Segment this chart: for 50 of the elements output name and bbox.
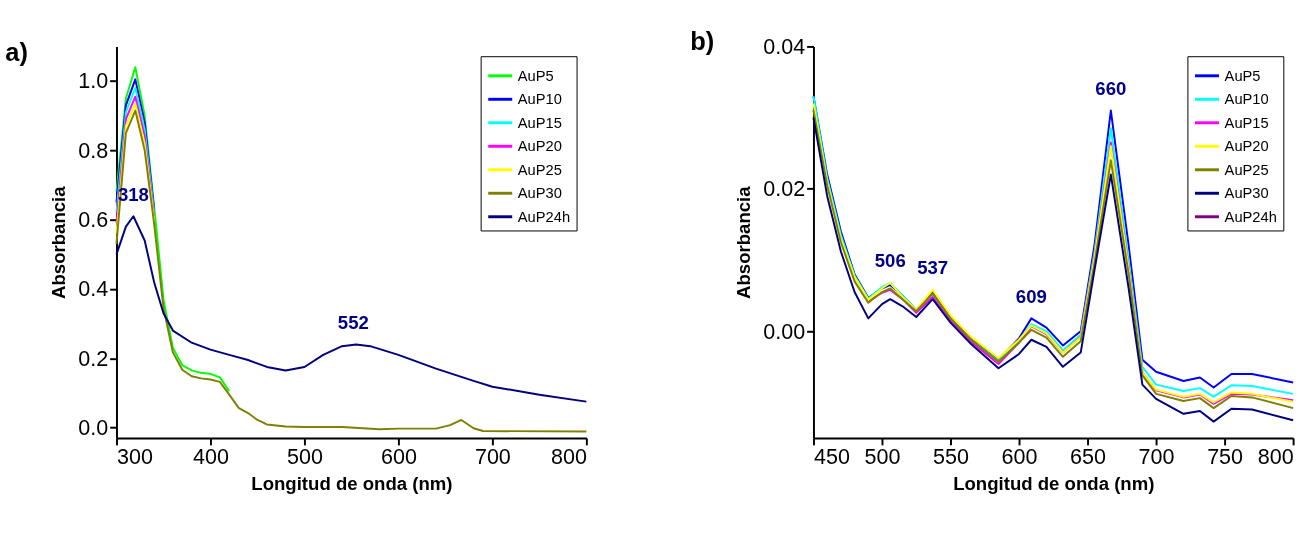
y-tick-label: 1.0 bbox=[78, 69, 109, 94]
x-tick-label: 800 bbox=[550, 444, 587, 469]
x-tick-label: 700 bbox=[474, 444, 511, 469]
x-tick-label: 650 bbox=[1070, 444, 1107, 469]
legend-label: AuP5 bbox=[1224, 67, 1261, 84]
y-axis-title: Absorbancia bbox=[47, 185, 69, 299]
annotation: 506 bbox=[874, 250, 906, 272]
y-axis-title: Absorbancia bbox=[732, 185, 754, 299]
x-axis-title: Longitud de onda (nm) bbox=[251, 473, 453, 495]
y-tick-label: 0.8 bbox=[78, 138, 109, 163]
x-tick-label: 600 bbox=[380, 444, 417, 469]
annotation: 660 bbox=[1095, 77, 1127, 99]
legend-label: AuP15 bbox=[1224, 114, 1269, 131]
annotation: 609 bbox=[1015, 285, 1047, 307]
annotation: 537 bbox=[917, 257, 949, 279]
y-tick-label: 0.00 bbox=[763, 319, 806, 344]
x-tick-label: 500 bbox=[286, 444, 323, 469]
x-tick-label: 800 bbox=[1257, 444, 1294, 469]
legend-label: AuP24h bbox=[517, 208, 571, 225]
x-tick-label: 500 bbox=[864, 444, 901, 469]
x-axis-title: Longitud de onda (nm) bbox=[953, 473, 1155, 495]
y-tick-label: 0.02 bbox=[763, 177, 806, 202]
y-tick-label: 0.0 bbox=[78, 415, 109, 440]
y-tick-label: 0.6 bbox=[78, 208, 109, 233]
y-tick-label: 0.04 bbox=[763, 34, 806, 59]
y-tick-label: 0.4 bbox=[78, 277, 109, 302]
x-tick-label: 750 bbox=[1207, 444, 1244, 469]
legend-label: AuP25 bbox=[517, 161, 562, 178]
x-tick-label: 300 bbox=[116, 444, 153, 469]
legend-label: AuP10 bbox=[517, 91, 562, 108]
annotation: 552 bbox=[337, 311, 369, 333]
legend-label: AuP5 bbox=[517, 67, 554, 84]
x-tick-label: 700 bbox=[1138, 444, 1175, 469]
legend-label: AuP30 bbox=[1224, 185, 1269, 202]
x-tick-label: 400 bbox=[193, 444, 229, 469]
legend-label: AuP20 bbox=[517, 138, 562, 155]
line-series bbox=[115, 66, 231, 393]
chart-title: b) bbox=[690, 27, 715, 56]
legend-label: AuP20 bbox=[1224, 138, 1269, 155]
chart-title: a) bbox=[5, 38, 28, 67]
x-tick-label: 450 bbox=[813, 444, 850, 469]
legend-label: AuP10 bbox=[1224, 91, 1269, 108]
y-tick-label: 0.2 bbox=[78, 346, 109, 371]
legend-label: AuP24h bbox=[1224, 208, 1277, 225]
legend-label: AuP15 bbox=[517, 114, 562, 131]
legend-label: AuP25 bbox=[1224, 161, 1269, 178]
line-series bbox=[115, 109, 588, 433]
x-tick-label: 600 bbox=[1001, 444, 1038, 469]
legend-label: AuP30 bbox=[517, 185, 562, 202]
x-tick-label: 550 bbox=[933, 444, 969, 469]
